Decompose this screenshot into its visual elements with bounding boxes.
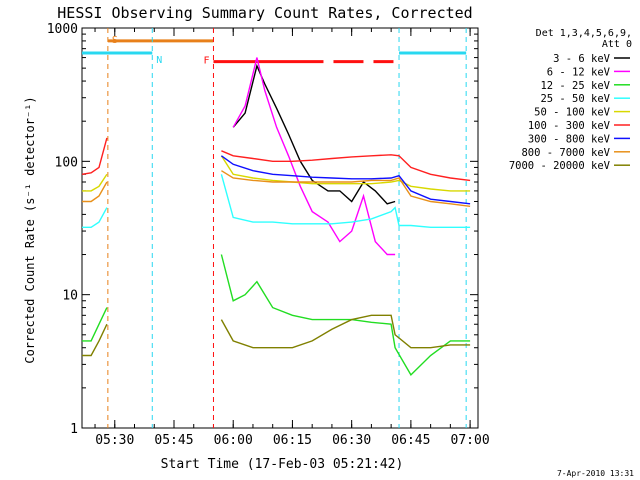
series-line	[220, 155, 471, 205]
legend-title: Det 1,3,4,5,6,9,	[536, 28, 632, 39]
y-tick-label: 1	[70, 422, 78, 437]
x-tick-label: 07:00	[451, 433, 490, 448]
y-tick-label: 1000	[47, 22, 78, 37]
timestamp: 7-Apr-2010 13:31	[557, 469, 634, 478]
chart-title: HESSI Observing Summary Count Rates, Cor…	[57, 4, 472, 22]
x-tick-label: 06:00	[214, 433, 253, 448]
x-tick-label: 06:15	[273, 433, 312, 448]
x-tick-label: 06:30	[332, 433, 371, 448]
y-tick-label: 100	[55, 155, 78, 170]
legend-entry-label: 7000 - 20000 keV	[509, 160, 611, 172]
plot-area: 1 10 100 1000 05:30 05:45 06:00 06:15 06:30 06:45…	[47, 22, 490, 448]
legend-entry-label: 3 - 6 keV	[553, 53, 611, 65]
x-tick-label: 06:45	[391, 433, 430, 448]
series-line	[232, 57, 396, 256]
legend-entry-label: 12 - 25 keV	[540, 80, 610, 92]
marker-label-s: S	[112, 35, 118, 46]
legend-entry-label: 300 - 800 keV	[528, 133, 611, 145]
legend-title: Att 0	[602, 39, 632, 50]
series-line	[81, 137, 471, 182]
x-tick-label: 05:45	[154, 433, 193, 448]
legend-entry-label: 6 - 12 keV	[547, 66, 611, 78]
x-tick-label: 05:30	[95, 433, 134, 448]
series-line	[82, 170, 471, 207]
series-line	[82, 254, 471, 377]
legend-entry-label: 800 - 7000 keV	[521, 147, 610, 159]
y-axis-label: Corrected Count Rate (s⁻¹ detector⁻¹)	[23, 96, 37, 363]
series-line	[82, 314, 471, 357]
marker-label-n: N	[156, 55, 162, 66]
series-line	[232, 63, 396, 205]
series-line	[82, 174, 471, 228]
x-axis-label: Start Time (17-Feb-03 05:21:42)	[161, 457, 404, 472]
legend-entry-label: 100 - 300 keV	[528, 120, 611, 132]
legend-entry-label: 25 - 50 keV	[540, 93, 610, 105]
marker-label-f: F	[203, 56, 209, 67]
legend-entry-label: 50 - 100 keV	[534, 107, 611, 119]
y-tick-label: 10	[62, 289, 78, 304]
series-line	[82, 155, 471, 192]
